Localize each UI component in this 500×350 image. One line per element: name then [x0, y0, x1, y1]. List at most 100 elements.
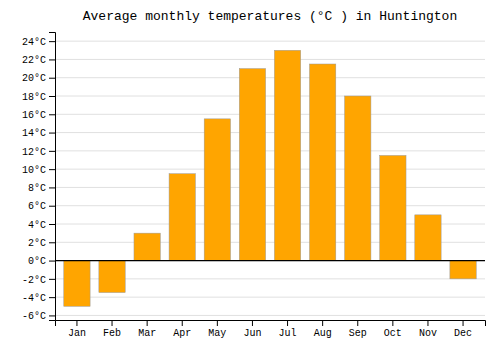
tick-mark — [357, 320, 358, 326]
bar — [415, 215, 441, 261]
tick: Apr — [173, 320, 191, 339]
tick-mark — [217, 320, 218, 326]
tick-mark — [427, 320, 428, 326]
tick: 8°C — [28, 183, 55, 194]
tick-label: Mar — [138, 328, 156, 339]
tick: Jun — [243, 320, 261, 339]
tick-mark — [49, 96, 55, 97]
tick-mark — [49, 206, 55, 207]
tick-mark — [49, 133, 55, 134]
tick-label: Sep — [349, 328, 367, 339]
tick-label: Jul — [279, 328, 297, 339]
y-axis: -6°C -4°C -2°C 0°C 2°C 4°C 6°C 8°C 10°C 12°C 14°C 1… — [22, 33, 56, 323]
tick-label: 2°C — [28, 238, 46, 249]
tick: -2°C — [22, 275, 55, 286]
tick-mark — [49, 59, 55, 60]
tick: 20°C — [22, 73, 55, 84]
tick-label: 24°C — [22, 37, 46, 48]
tick-label: 20°C — [22, 73, 46, 84]
plot-area — [55, 50, 485, 306]
grid-line — [55, 132, 485, 133]
tick-label: 6°C — [28, 201, 46, 212]
tick-mark — [287, 320, 288, 326]
tick-mark — [147, 320, 148, 326]
tick-mark — [76, 320, 77, 326]
grid-line — [55, 41, 485, 42]
bar — [380, 155, 406, 260]
tick-label: Oct — [384, 328, 402, 339]
tick: 0°C — [28, 256, 55, 267]
tick-mark — [112, 320, 113, 326]
bar — [239, 69, 265, 261]
tick-mark — [49, 151, 55, 152]
tick-label: May — [208, 328, 226, 339]
tick: Nov — [419, 320, 437, 339]
tick-mark — [49, 187, 55, 188]
tick: 6°C — [28, 201, 55, 212]
tick-label: 8°C — [28, 183, 46, 194]
chart: -6°C -4°C -2°C 0°C 2°C 4°C 6°C 8°C 10°C 12°C 14°C 1… — [0, 0, 500, 350]
tick-mark — [49, 261, 55, 262]
tick-label: Nov — [419, 328, 437, 339]
tick: 12°C — [22, 147, 55, 158]
x-axis: JanFebMarAprMayJunJulAugSepOctNovDec — [56, 320, 486, 339]
tick: 2°C — [28, 238, 55, 249]
tick: Feb — [103, 320, 121, 339]
tick-label: 0°C — [28, 256, 46, 267]
tick-mark — [49, 315, 55, 316]
grid-line — [55, 297, 485, 298]
tick-label: -2°C — [22, 275, 46, 286]
tick-label: 10°C — [22, 165, 46, 176]
tick: 16°C — [22, 110, 55, 121]
grid-line — [55, 187, 485, 188]
tick-mark — [463, 320, 464, 326]
tick-mark — [182, 320, 183, 326]
tick-mark — [49, 279, 55, 280]
zero-line — [55, 260, 485, 261]
tick-label: Dec — [454, 328, 472, 339]
tick: 4°C — [28, 220, 55, 231]
tick: Aug — [314, 320, 332, 339]
tick: -6°C — [22, 311, 55, 322]
bar — [274, 50, 300, 260]
bar — [64, 261, 90, 307]
bar — [345, 96, 371, 261]
tick: Jul — [279, 320, 297, 339]
tick: 10°C — [22, 165, 55, 176]
tick-mark — [252, 320, 253, 326]
tick-label: Apr — [173, 328, 191, 339]
grid-line — [55, 150, 485, 151]
bar — [99, 261, 125, 293]
tick-mark — [49, 297, 55, 298]
tick: Oct — [384, 320, 402, 339]
tick-label: Jun — [243, 328, 261, 339]
grid-line — [55, 205, 485, 206]
tick-label: -4°C — [22, 293, 46, 304]
bar — [450, 261, 476, 279]
bar — [204, 119, 230, 261]
grid-line — [55, 59, 485, 60]
bar — [134, 233, 160, 260]
grid — [55, 41, 485, 315]
tick-mark — [49, 41, 55, 42]
tick-label: -6°C — [22, 311, 46, 322]
tick-mark — [392, 320, 393, 326]
bar — [169, 174, 195, 261]
tick: 14°C — [22, 128, 55, 139]
tick-mark — [49, 114, 55, 115]
tick-label: 22°C — [22, 55, 46, 66]
tick-mark — [322, 320, 323, 326]
grid-line — [55, 315, 485, 316]
tick: Sep — [349, 320, 367, 339]
tick-mark — [49, 242, 55, 243]
tick-mark — [49, 78, 55, 79]
tick-mark — [49, 169, 55, 170]
tick-label: 4°C — [28, 220, 46, 231]
tick-label: Aug — [314, 328, 332, 339]
tick-label: Feb — [103, 328, 121, 339]
tick: 24°C — [22, 37, 55, 48]
tick-mark — [49, 224, 55, 225]
axis-line — [56, 321, 486, 327]
tick: 22°C — [22, 55, 55, 66]
grid-line — [55, 96, 485, 97]
